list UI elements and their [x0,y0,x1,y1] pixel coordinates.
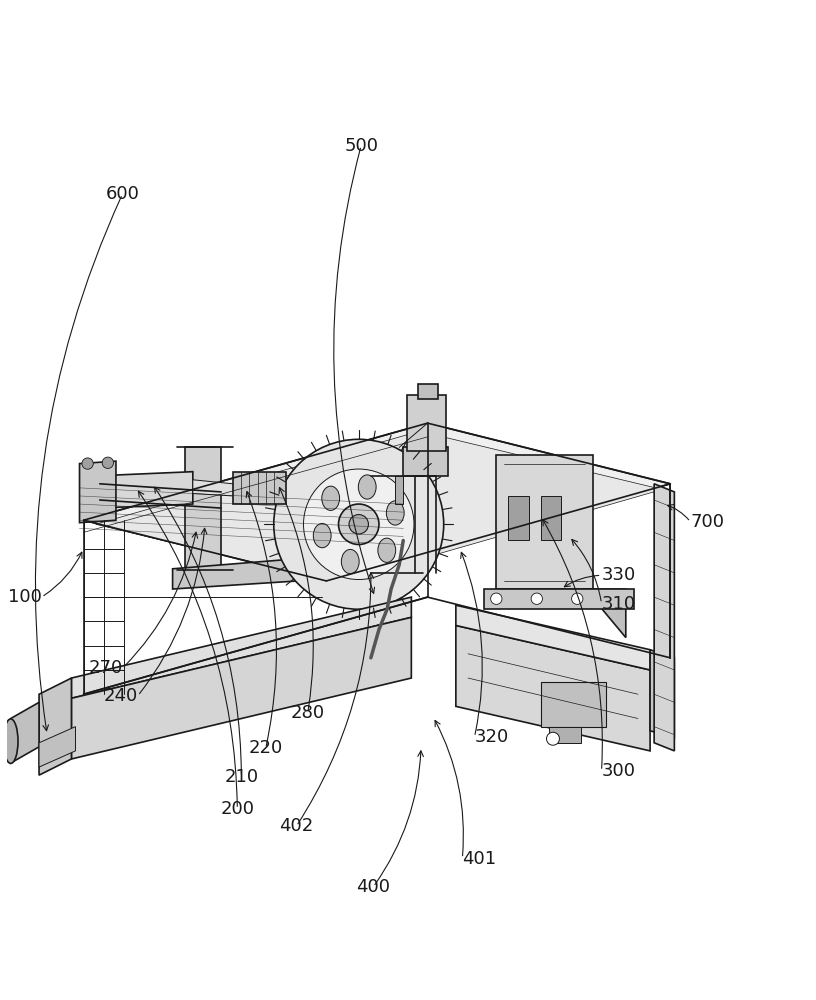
Polygon shape [585,589,626,638]
Text: 300: 300 [601,762,636,780]
Ellipse shape [92,474,107,506]
Bar [411,431,440,447]
Ellipse shape [3,719,18,763]
Polygon shape [72,617,411,759]
Text: 280: 280 [290,704,325,722]
Bar [541,682,605,727]
Polygon shape [173,549,424,589]
Circle shape [304,469,414,580]
Bar [549,727,581,743]
Circle shape [420,426,430,436]
Bar [379,476,413,573]
Polygon shape [395,476,403,504]
Text: 320: 320 [474,728,508,746]
Text: 310: 310 [601,595,636,613]
Polygon shape [456,625,650,751]
Bar [508,496,529,540]
Polygon shape [193,480,233,496]
Circle shape [415,421,435,441]
Text: 402: 402 [279,817,313,835]
Polygon shape [95,431,663,583]
Polygon shape [39,727,75,767]
Polygon shape [79,461,116,523]
Text: 200: 200 [220,800,255,818]
Polygon shape [100,472,193,508]
Circle shape [490,593,502,604]
Polygon shape [83,423,670,581]
Ellipse shape [378,538,396,562]
Polygon shape [407,395,446,451]
Ellipse shape [341,549,359,574]
Text: 240: 240 [104,687,138,705]
Circle shape [571,593,583,604]
Ellipse shape [358,475,376,499]
Text: 220: 220 [249,739,283,757]
Polygon shape [233,472,286,504]
Ellipse shape [386,501,404,525]
Ellipse shape [322,486,339,510]
Polygon shape [39,678,72,775]
Bar [184,447,221,569]
Text: 401: 401 [463,850,496,868]
Polygon shape [654,484,674,751]
Text: 600: 600 [105,185,140,203]
Polygon shape [11,702,39,763]
Circle shape [82,458,93,469]
Text: 330: 330 [601,566,636,584]
Circle shape [531,593,543,604]
Text: 400: 400 [357,878,390,896]
Circle shape [273,439,444,609]
Ellipse shape [313,523,331,548]
Circle shape [102,457,113,468]
Text: 270: 270 [88,659,122,677]
Bar [418,384,438,399]
Text: 100: 100 [7,588,42,606]
Polygon shape [403,447,448,476]
Polygon shape [456,605,650,670]
Circle shape [339,504,379,545]
Polygon shape [484,589,634,609]
Bar [541,496,561,540]
Text: 500: 500 [344,137,378,155]
Polygon shape [496,455,593,589]
Polygon shape [650,650,674,739]
Polygon shape [72,597,411,698]
Text: 700: 700 [690,513,725,531]
Circle shape [349,515,369,534]
Text: 210: 210 [224,768,259,786]
Circle shape [547,732,560,745]
